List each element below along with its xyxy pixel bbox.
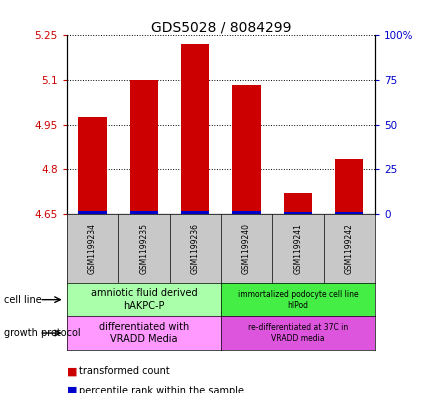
Bar <box>181 211 209 214</box>
Bar <box>232 84 260 214</box>
Bar <box>129 211 158 214</box>
Text: GSM1199236: GSM1199236 <box>190 223 199 274</box>
Text: percentile rank within the sample: percentile rank within the sample <box>79 386 243 393</box>
Bar <box>283 212 311 214</box>
Bar <box>335 212 362 214</box>
Text: re-differentiated at 37C in
VRADD media: re-differentiated at 37C in VRADD media <box>247 323 347 343</box>
Text: GSM1199241: GSM1199241 <box>293 223 302 274</box>
Bar <box>335 159 362 214</box>
Text: GSM1199235: GSM1199235 <box>139 223 148 274</box>
Title: GDS5028 / 8084299: GDS5028 / 8084299 <box>150 20 290 34</box>
Bar <box>78 211 106 214</box>
Text: differentiated with
VRADD Media: differentiated with VRADD Media <box>98 322 188 344</box>
Text: GSM1199234: GSM1199234 <box>88 223 97 274</box>
Text: immortalized podocyte cell line
hIPod: immortalized podocyte cell line hIPod <box>237 290 357 310</box>
Text: amniotic fluid derived
hAKPC-P: amniotic fluid derived hAKPC-P <box>90 288 197 311</box>
Text: GSM1199240: GSM1199240 <box>242 223 251 274</box>
Text: cell line: cell line <box>4 295 42 305</box>
Text: ■: ■ <box>67 386 77 393</box>
Text: GSM1199242: GSM1199242 <box>344 223 353 274</box>
Text: growth protocol: growth protocol <box>4 328 81 338</box>
Text: transformed count: transformed count <box>79 366 169 376</box>
Bar <box>78 118 106 214</box>
Text: ■: ■ <box>67 366 77 376</box>
Bar <box>232 211 260 214</box>
Bar <box>129 80 158 214</box>
Bar <box>283 193 311 214</box>
Bar <box>181 44 209 214</box>
